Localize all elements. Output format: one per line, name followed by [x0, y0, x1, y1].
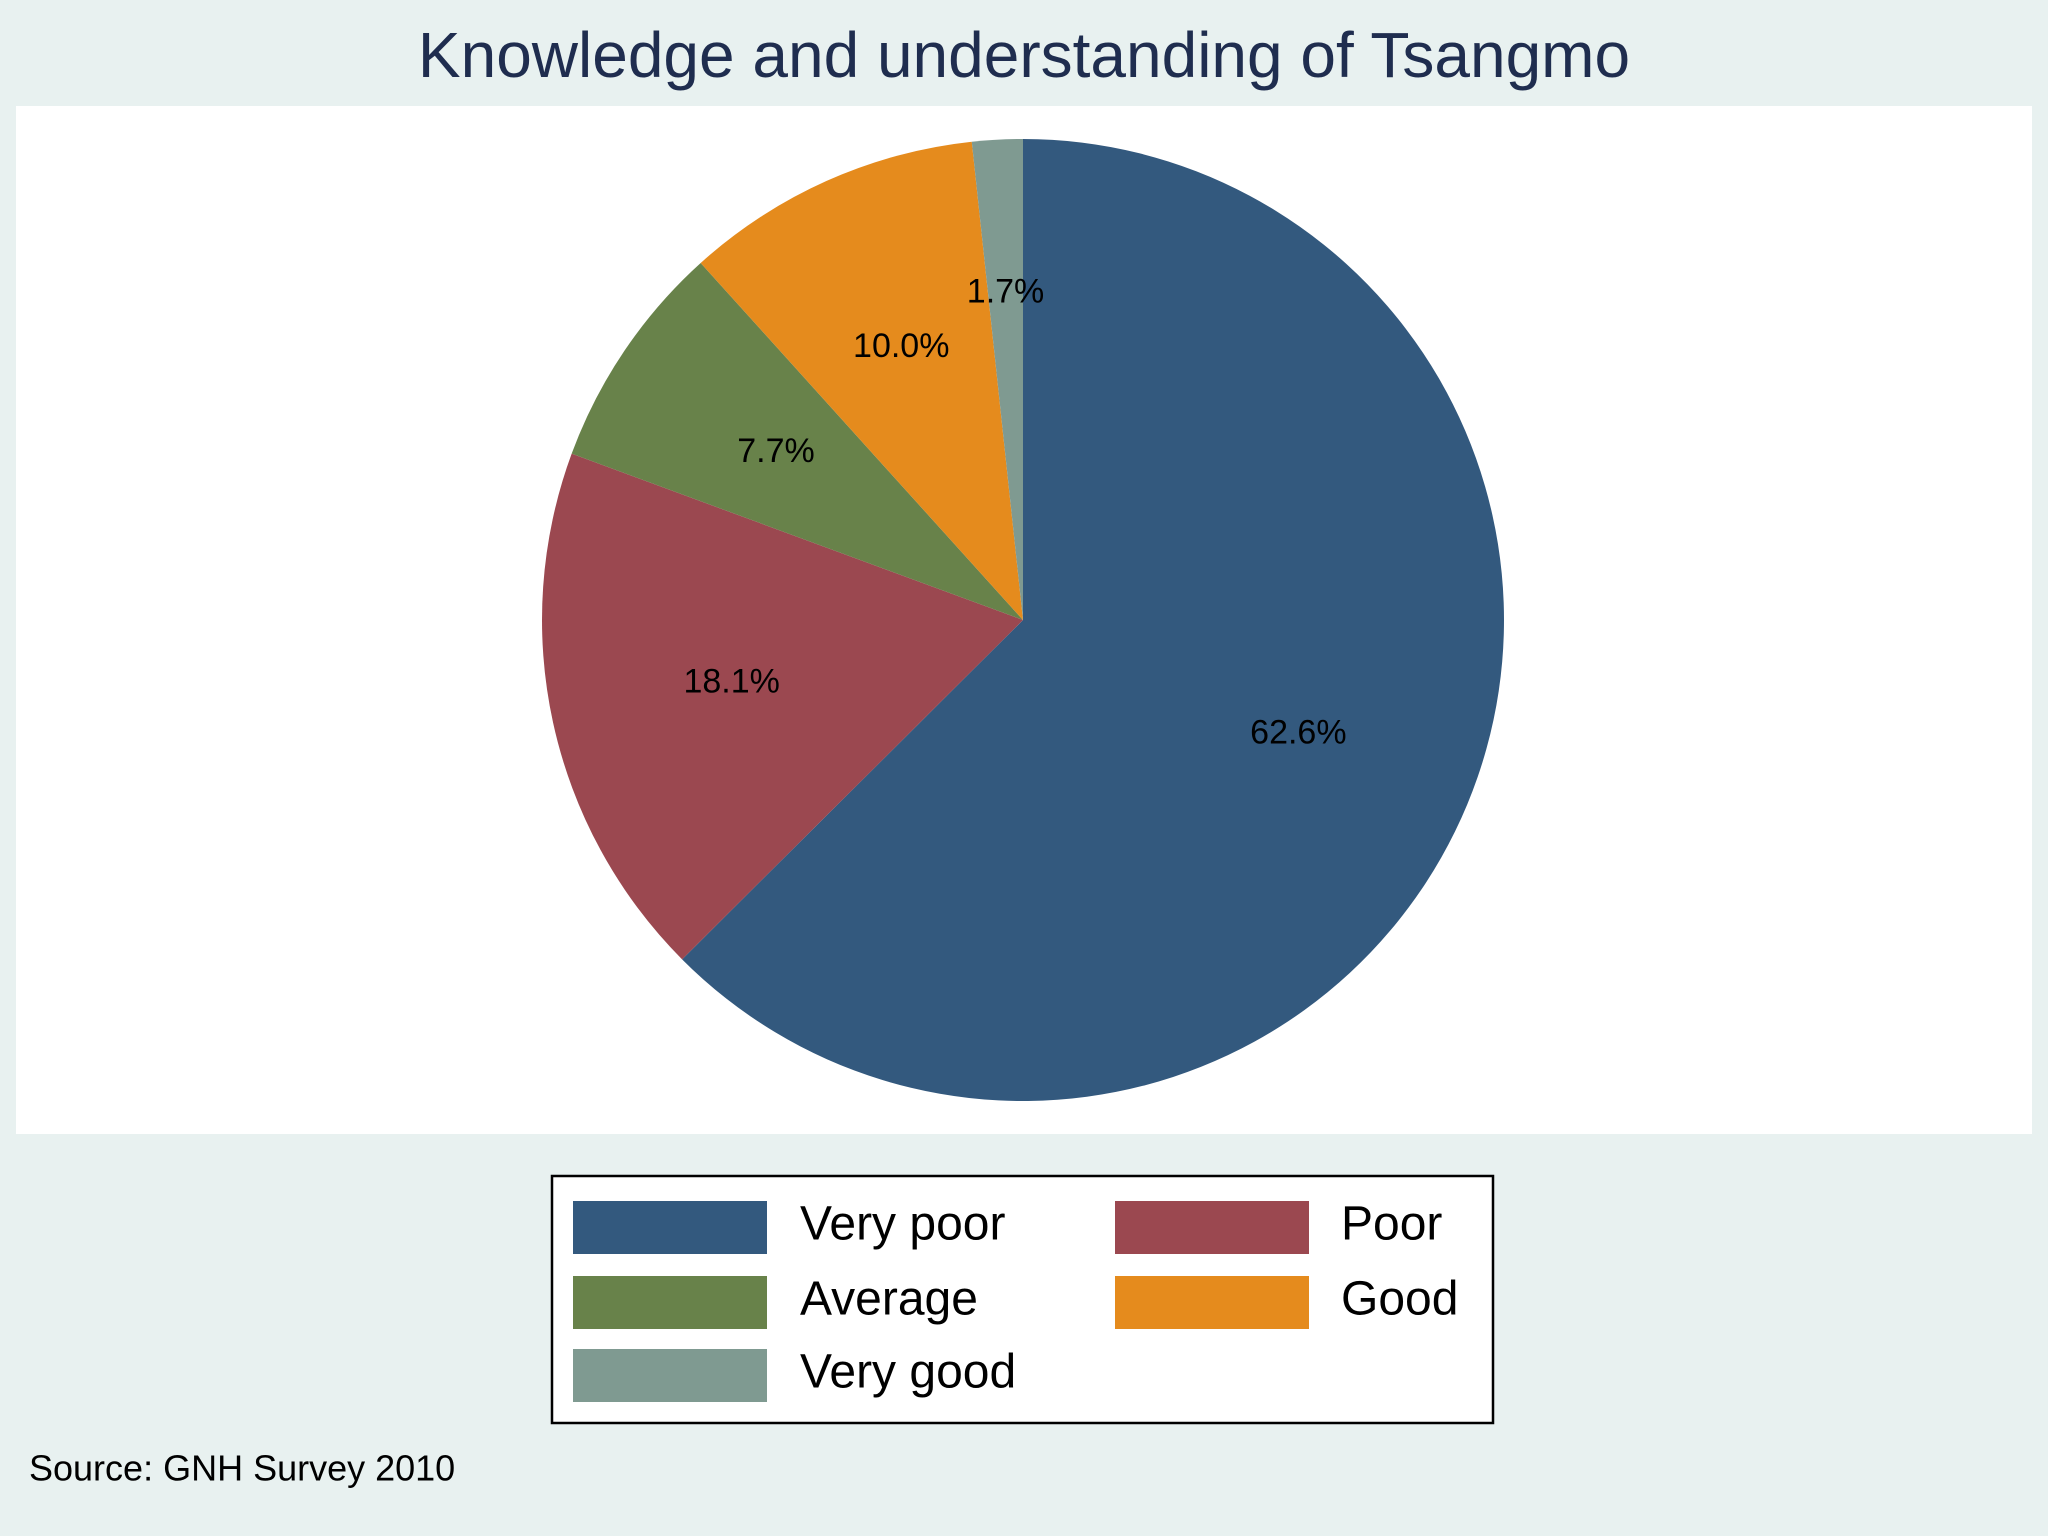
pie-slice	[700, 141, 1023, 621]
legend-swatch	[1115, 1201, 1309, 1254]
legend-swatch	[573, 1276, 767, 1329]
slice-label: 10.0%	[853, 327, 949, 365]
legend-label: Poor	[1341, 1198, 1442, 1251]
legend-label: Very good	[800, 1346, 1016, 1399]
slice-label: 7.7%	[737, 432, 815, 470]
source-note: Source: GNH Survey 2010	[29, 1448, 455, 1489]
legend-swatch	[573, 1349, 767, 1402]
legend-swatch	[573, 1201, 767, 1254]
slice-label: 1.7%	[967, 272, 1045, 310]
slice-label: 62.6%	[1250, 713, 1346, 751]
slice-label: 18.1%	[683, 663, 779, 701]
pie-slice	[682, 139, 1504, 1101]
pie-slice	[571, 262, 1023, 620]
legend-label: Very poor	[800, 1198, 1005, 1251]
pie-slice	[542, 453, 1023, 960]
legend-swatch	[1115, 1276, 1309, 1329]
chart-title: Knowledge and understanding of Tsangmo	[418, 19, 1630, 91]
legend-label: Average	[800, 1273, 978, 1326]
legend-label: Good	[1341, 1273, 1458, 1326]
pie-slice	[971, 139, 1023, 620]
